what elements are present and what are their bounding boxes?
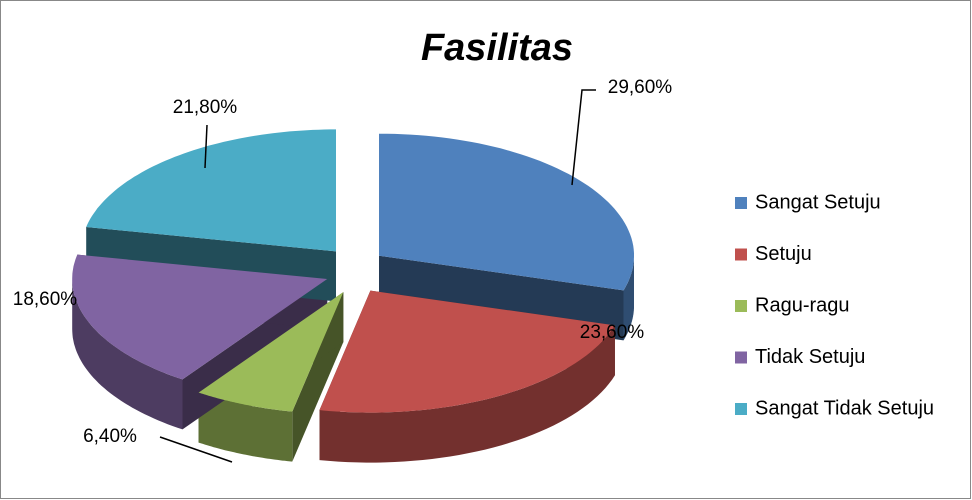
legend-label: Sangat Setuju: [755, 191, 881, 213]
slice-side: [319, 325, 615, 463]
slice-side: [623, 255, 634, 341]
legend-swatch: [735, 351, 747, 364]
slice: [86, 129, 336, 252]
legend-swatch: [735, 403, 747, 415]
legend-label: Ragu-ragu: [755, 294, 850, 316]
legend-swatch: [735, 300, 747, 312]
data-label: 23,60%: [580, 322, 645, 343]
data-label: 21,80%: [173, 97, 238, 118]
data-label: 18,60%: [13, 289, 78, 310]
chart-title: Fasilitas: [421, 27, 573, 69]
data-label: 29,60%: [608, 77, 673, 98]
slice: [72, 254, 328, 380]
legend-label: Setuju: [755, 243, 812, 265]
slice: [379, 133, 634, 291]
legend-swatch: [735, 248, 747, 261]
data-label: 6,40%: [83, 426, 137, 447]
leader-line: [571, 89, 596, 186]
legend-label: Tidak Setuju: [755, 346, 865, 368]
slice: [319, 290, 615, 413]
leader-line: [204, 124, 208, 169]
slice-side: [198, 392, 293, 462]
slice-side: [72, 279, 183, 430]
legend-label: Sangat Tidak Setuju: [755, 397, 934, 419]
slice: [198, 292, 344, 412]
leader-line: [159, 436, 233, 463]
legend-swatch: [735, 197, 747, 209]
